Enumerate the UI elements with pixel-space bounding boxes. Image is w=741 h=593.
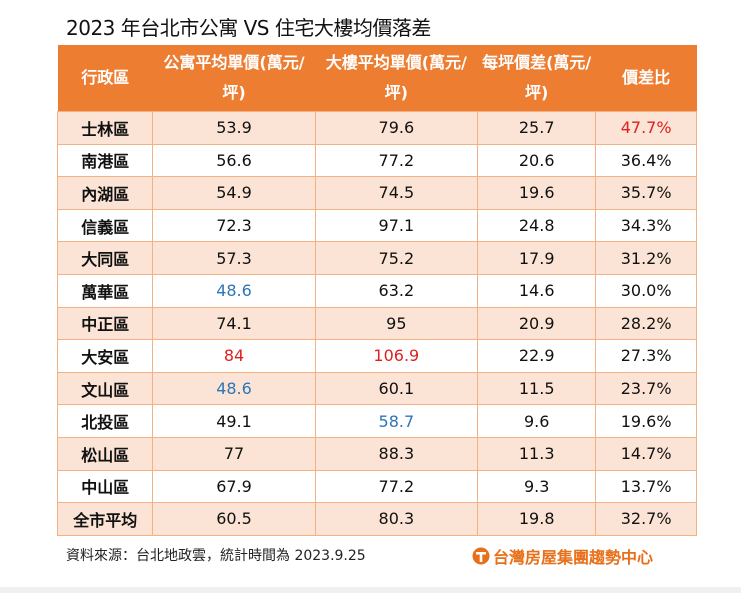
value-cell: 79.6 xyxy=(314,111,479,145)
district-cell: 大安區 xyxy=(56,339,154,373)
value-cell: 80.3 xyxy=(314,502,479,536)
column-header: 公寓平均單價(萬元/坪) xyxy=(152,45,316,112)
value-cell: 35.7% xyxy=(595,176,697,210)
table-row: 中正區 74.1 95 20.9 28.2% xyxy=(56,306,697,341)
value-cell: 9.3 xyxy=(477,469,597,504)
value-cell: 20.6 xyxy=(477,143,597,178)
table-row: 南港區 56.6 77.2 20.6 36.4% xyxy=(56,143,697,178)
table-row: 大安區 84 106.9 22.9 27.3% xyxy=(56,339,697,373)
table-row: 士林區 53.9 79.6 25.7 47.7% xyxy=(56,111,697,145)
value-cell: 97.1 xyxy=(314,208,479,243)
value-cell: 11.5 xyxy=(477,371,597,406)
column-header: 大樓平均單價(萬元/坪) xyxy=(315,45,478,112)
value-cell: 14.6 xyxy=(477,273,597,308)
value-cell: 24.8 xyxy=(477,208,597,243)
table-row: 大同區 57.3 75.2 17.9 31.2% xyxy=(56,241,697,275)
value-cell: 27.3% xyxy=(595,339,697,373)
brand-logo: 台灣房屋集團趨勢中心 xyxy=(472,544,653,568)
value-cell: 11.3 xyxy=(477,436,597,471)
value-cell: 88.3 xyxy=(314,436,479,471)
table-row: 文山區 48.6 60.1 11.5 23.7% xyxy=(56,371,697,406)
value-cell: 19.6% xyxy=(595,404,697,438)
value-cell: 23.7% xyxy=(595,371,697,406)
table-title: 2023 年台北市公寓 VS 住宅大樓均價落差 xyxy=(66,16,431,40)
district-cell: 信義區 xyxy=(56,208,154,243)
value-cell: 72.3 xyxy=(152,208,316,243)
logo-text: 台灣房屋集團趨勢中心 xyxy=(493,548,654,567)
value-cell: 56.6 xyxy=(152,143,316,178)
value-cell: 77.2 xyxy=(314,143,479,178)
table-row: 全市平均 60.5 80.3 19.8 32.7% xyxy=(56,502,697,536)
district-cell: 士林區 xyxy=(56,111,154,145)
value-cell: 47.7% xyxy=(595,111,697,145)
district-cell: 文山區 xyxy=(56,371,154,406)
value-cell: 49.1 xyxy=(152,404,316,438)
column-header: 每坪價差(萬元/坪) xyxy=(477,45,596,112)
value-cell: 54.9 xyxy=(152,176,316,210)
column-header: 價差比 xyxy=(595,45,697,112)
value-cell: 63.2 xyxy=(314,273,479,308)
value-cell: 13.7% xyxy=(595,469,697,504)
table-row: 萬華區 48.6 63.2 14.6 30.0% xyxy=(56,273,697,308)
value-cell: 95 xyxy=(314,306,479,341)
value-cell: 28.2% xyxy=(595,306,697,341)
logo-icon xyxy=(472,547,490,565)
value-cell: 14.7% xyxy=(595,436,697,471)
value-cell: 84 xyxy=(152,339,316,373)
value-cell: 30.0% xyxy=(595,273,697,308)
value-cell: 57.3 xyxy=(152,241,316,275)
value-cell: 75.2 xyxy=(314,241,479,275)
column-header: 行政區 xyxy=(57,45,153,112)
district-cell: 內湖區 xyxy=(56,176,154,210)
table-row: 松山區 77 88.3 11.3 14.7% xyxy=(56,436,697,471)
value-cell: 48.6 xyxy=(152,273,316,308)
value-cell: 19.6 xyxy=(477,176,597,210)
district-cell: 大同區 xyxy=(56,241,154,275)
value-cell: 60.1 xyxy=(314,371,479,406)
district-cell: 中山區 xyxy=(56,469,154,504)
value-cell: 19.8 xyxy=(477,502,597,536)
value-cell: 74.5 xyxy=(314,176,479,210)
district-cell: 萬華區 xyxy=(56,273,154,308)
district-cell: 中正區 xyxy=(56,306,154,341)
value-cell: 106.9 xyxy=(314,339,479,373)
value-cell: 17.9 xyxy=(477,241,597,275)
value-cell: 53.9 xyxy=(152,111,316,145)
table-header-row: 行政區 公寓平均單價(萬元/坪) 大樓平均單價(萬元/坪) 每坪價差(萬元/坪) 價差比 xyxy=(57,45,697,112)
source-note: 資料來源：台北地政雲，統計時間為 2023.9.25 xyxy=(66,548,366,564)
district-cell: 南港區 xyxy=(56,143,154,178)
value-cell: 77.2 xyxy=(314,469,479,504)
table-row: 北投區 49.1 58.7 9.6 19.6% xyxy=(56,404,697,438)
value-cell: 34.3% xyxy=(595,208,697,243)
value-cell: 67.9 xyxy=(152,469,316,504)
value-cell: 77 xyxy=(152,436,316,471)
value-cell: 60.5 xyxy=(152,502,316,536)
value-cell: 25.7 xyxy=(477,111,597,145)
value-cell: 31.2% xyxy=(595,241,697,275)
district-cell: 松山區 xyxy=(56,436,154,471)
value-cell: 20.9 xyxy=(477,306,597,341)
value-cell: 48.6 xyxy=(152,371,316,406)
bottom-strip xyxy=(0,587,741,593)
value-cell: 58.7 xyxy=(314,404,479,438)
value-cell: 74.1 xyxy=(152,306,316,341)
value-cell: 9.6 xyxy=(477,404,597,438)
district-cell: 北投區 xyxy=(56,404,154,438)
district-cell: 全市平均 xyxy=(56,502,154,536)
table-row: 內湖區 54.9 74.5 19.6 35.7% xyxy=(56,176,697,210)
table-row: 信義區 72.3 97.1 24.8 34.3% xyxy=(56,208,697,243)
value-cell: 36.4% xyxy=(595,143,697,178)
value-cell: 32.7% xyxy=(595,502,697,536)
value-cell: 22.9 xyxy=(477,339,597,373)
table-row: 中山區 67.9 77.2 9.3 13.7% xyxy=(56,469,697,504)
price-table: 行政區 公寓平均單價(萬元/坪) 大樓平均單價(萬元/坪) 每坪價差(萬元/坪) 價差比… xyxy=(56,45,697,536)
